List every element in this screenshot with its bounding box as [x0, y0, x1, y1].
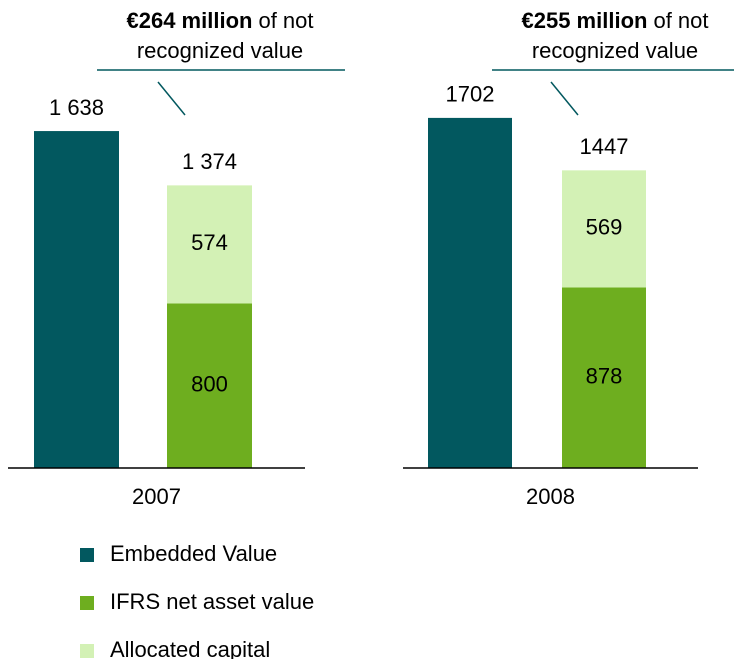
total-label: 1 374 [182, 149, 237, 174]
value-label: 1 638 [49, 95, 104, 120]
annotation: €255 million of not [522, 8, 709, 33]
bar-segment [562, 170, 646, 288]
value-label: 1702 [446, 82, 495, 107]
bar-segment [167, 303, 252, 468]
annotation-pointer [157, 81, 186, 116]
annotation: €264 million of not [127, 8, 314, 33]
bar-segment [562, 287, 646, 468]
bar [34, 131, 119, 468]
annotation: recognized value [532, 38, 698, 63]
annotation-text: of not [653, 8, 708, 33]
legend-swatch [80, 644, 94, 658]
legend-label: IFRS net asset value [110, 589, 314, 614]
legend-label: Allocated capital [110, 637, 270, 659]
annotation-bold: €264 million [127, 8, 253, 33]
legend-label: Embedded Value [110, 541, 277, 566]
x-tick-label: 2008 [526, 484, 575, 509]
legend-swatch [80, 548, 94, 562]
segment-label: 569 [586, 215, 623, 240]
segment-label: 878 [586, 364, 623, 389]
bar-segment [167, 185, 252, 304]
bar [428, 117, 512, 469]
segment-label: 800 [191, 372, 228, 397]
annotation-bold: €255 million [522, 8, 648, 33]
x-tick-label: 2007 [132, 484, 181, 509]
legend-swatch [80, 596, 94, 610]
segment-label: 574 [191, 230, 228, 255]
annotation-text: of not [258, 8, 313, 33]
total-label: 1447 [580, 134, 629, 159]
annotation-pointer [550, 81, 579, 116]
annotation: recognized value [137, 38, 303, 63]
